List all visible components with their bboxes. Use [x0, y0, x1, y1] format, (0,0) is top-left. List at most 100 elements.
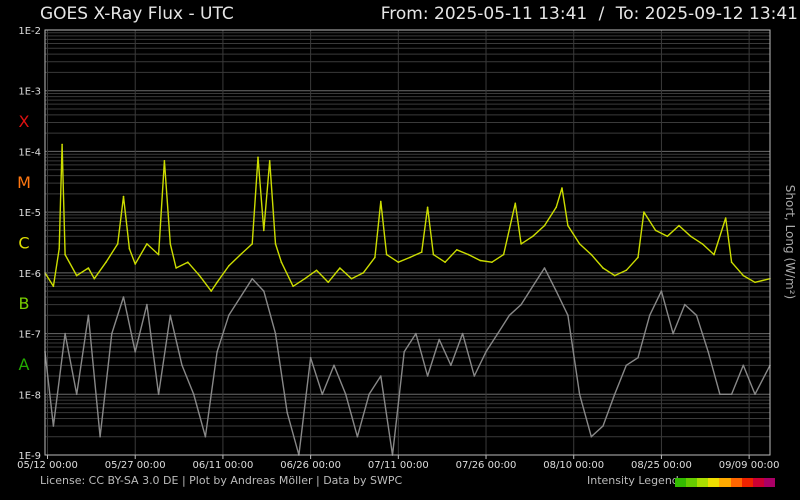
flare-class-c: C — [18, 234, 29, 253]
data-point — [567, 224, 569, 227]
data-point — [192, 393, 195, 396]
data-point — [678, 224, 680, 227]
data-point — [116, 243, 119, 245]
data-point — [64, 253, 66, 256]
x-tick-label: 07/11 00:00 — [368, 460, 429, 471]
data-point — [128, 247, 131, 250]
y-tick-label: 1E-7 — [18, 330, 41, 341]
data-point — [157, 393, 160, 396]
data-point — [327, 281, 330, 284]
data-point — [713, 253, 715, 256]
license-text: License: CC BY-SA 3.0 DE | Plot by Andre… — [40, 474, 403, 487]
data-point — [602, 425, 604, 427]
data-point — [438, 338, 441, 341]
data-point — [520, 243, 522, 245]
data-point — [210, 290, 212, 292]
data-point — [292, 285, 294, 288]
data-point — [508, 314, 511, 317]
data-point — [730, 393, 733, 396]
flare-class-b: B — [19, 294, 30, 313]
flare-class-m: M — [17, 173, 31, 192]
data-point — [87, 267, 90, 269]
data-point — [613, 274, 616, 277]
y-axis-label: Short, Long (W/m²) — [783, 185, 797, 299]
data-point — [274, 243, 277, 245]
y-tick-label: 1E-9 — [18, 451, 41, 462]
data-point — [648, 314, 651, 317]
data-point — [578, 393, 581, 396]
data-point — [666, 235, 669, 238]
legend-swatch — [675, 478, 687, 487]
data-point — [415, 332, 417, 335]
to-label: To: — [615, 4, 640, 24]
data-point — [543, 267, 546, 269]
data-point — [251, 243, 253, 245]
data-point — [707, 351, 709, 353]
data-point — [52, 285, 55, 288]
y-tick-label: 1E-8 — [18, 390, 41, 401]
data-point — [514, 202, 517, 205]
data-point — [409, 256, 411, 259]
data-point — [450, 364, 452, 367]
legend-swatch — [697, 478, 709, 487]
data-point — [485, 351, 487, 353]
data-point — [239, 253, 242, 256]
data-point — [309, 356, 312, 359]
data-point — [385, 253, 388, 256]
data-point — [99, 435, 101, 438]
data-point — [268, 160, 271, 162]
data-point — [625, 364, 628, 367]
y-tick-label: 1E-3 — [18, 87, 41, 98]
legend-swatch — [686, 478, 698, 487]
data-point — [204, 435, 207, 438]
data-point — [52, 425, 55, 427]
data-point — [169, 243, 172, 245]
flare-class-a: A — [19, 355, 30, 374]
data-point — [467, 253, 470, 256]
data-point — [520, 303, 522, 306]
from-value: 2025-05-11 13:41 — [434, 4, 588, 24]
data-point — [403, 351, 406, 353]
data-point — [380, 200, 382, 203]
chart-title: GOES X-Ray Flux - UTC — [40, 4, 234, 24]
data-point — [75, 393, 78, 396]
data-point — [105, 261, 107, 264]
x-axis: 05/12 00:00 05/27 00:00 06/11 00:00 06/26 0… — [17, 455, 780, 471]
y-tick-label: 1E-5 — [18, 208, 41, 219]
data-point — [257, 156, 259, 159]
data-point — [567, 314, 569, 317]
data-point — [643, 211, 645, 213]
series-line-yellow — [44, 143, 771, 292]
data-point — [491, 261, 493, 264]
data-point — [742, 364, 745, 367]
y-tick-label: 1E-4 — [18, 147, 41, 158]
data-point — [590, 253, 593, 256]
data-point — [479, 259, 482, 262]
series-group — [44, 143, 771, 456]
data-point — [175, 267, 177, 269]
data-point — [420, 251, 423, 253]
data-point — [75, 274, 78, 277]
data-point — [362, 272, 365, 274]
data-point — [280, 261, 283, 264]
data-point — [321, 393, 324, 396]
data-point — [216, 351, 218, 353]
legend-swatch — [730, 478, 742, 487]
data-point — [660, 290, 663, 292]
data-point — [216, 281, 218, 284]
grid — [45, 30, 770, 456]
data-point — [689, 235, 692, 238]
data-point — [637, 256, 639, 259]
x-tick-label: 06/11 00:00 — [193, 460, 254, 471]
data-point — [374, 256, 376, 259]
data-point — [263, 290, 265, 292]
data-point — [613, 393, 616, 396]
data-point — [274, 332, 277, 335]
data-point — [64, 332, 66, 335]
data-point — [684, 303, 686, 306]
x-tick-label: 09/09 00:00 — [719, 460, 780, 471]
x-tick-label: 05/12 00:00 — [17, 460, 78, 471]
data-point — [187, 261, 189, 264]
data-point — [146, 243, 148, 245]
